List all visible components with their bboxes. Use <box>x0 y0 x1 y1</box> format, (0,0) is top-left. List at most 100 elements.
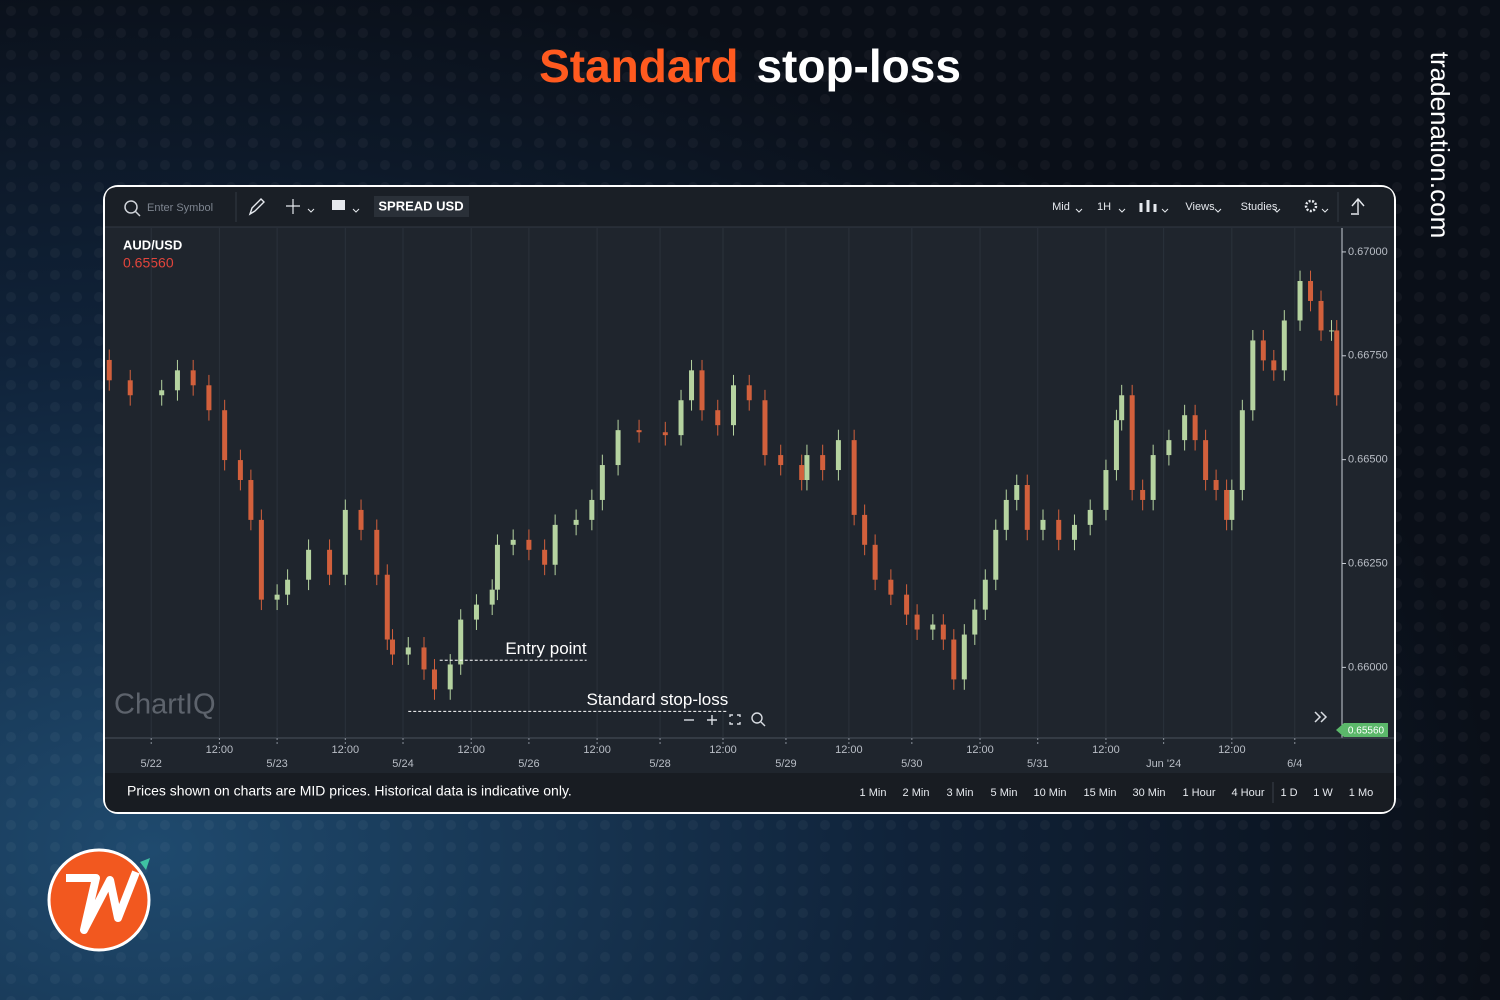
candle-body <box>1213 480 1219 490</box>
candle-body <box>358 509 364 530</box>
annotation-label: Standard stop-loss <box>586 690 728 709</box>
logo-accent <box>140 858 150 870</box>
candle-body <box>237 460 243 481</box>
title-highlight: Standard <box>539 40 738 92</box>
candle-body <box>589 499 595 520</box>
candle-body <box>1071 524 1077 540</box>
candle-body <box>222 410 228 461</box>
candle-body <box>1192 415 1198 441</box>
y-tick-label: 0.66750 <box>1348 350 1388 362</box>
period-button[interactable]: 1 W <box>1313 787 1333 799</box>
fullscreen[interactable] <box>729 714 741 725</box>
candle-body <box>835 440 841 471</box>
period-button[interactable]: 1 Min <box>860 787 887 799</box>
x-tick-label: 12:00 <box>835 744 863 756</box>
candle-body <box>888 579 894 595</box>
comment-icon[interactable] <box>332 200 345 210</box>
candle-body <box>327 549 333 575</box>
x-tick-label: 12:00 <box>966 744 994 756</box>
chevron <box>1161 208 1169 213</box>
chevron <box>1118 208 1126 213</box>
period-button[interactable]: 1 Hour <box>1182 787 1215 799</box>
menu-item[interactable]: Studies <box>1241 201 1278 213</box>
period-button[interactable]: 1 D <box>1280 787 1297 799</box>
candle-body <box>1297 281 1303 321</box>
chart-panel <box>103 185 1396 814</box>
candle-body <box>972 609 978 635</box>
candle-body <box>1224 489 1230 520</box>
candle-body <box>1329 330 1335 332</box>
candle-body <box>384 574 390 640</box>
annotation-label: Entry point <box>505 639 587 658</box>
candle-body <box>431 669 437 690</box>
draw-icon[interactable] <box>248 198 265 216</box>
candle-body <box>982 579 988 610</box>
candle-body <box>1103 470 1109 510</box>
candle-body <box>799 465 805 481</box>
candle-body <box>778 455 784 466</box>
candle-body <box>1150 455 1156 500</box>
candle-body <box>599 465 605 500</box>
candle-body <box>636 430 642 433</box>
search-icon <box>134 210 141 217</box>
candle-body <box>940 624 946 640</box>
candle-body <box>1014 484 1020 500</box>
period-button[interactable]: 4 Hour <box>1231 787 1264 799</box>
zoom-controls <box>684 712 766 727</box>
candle-body <box>1040 519 1046 530</box>
candle-body <box>206 385 212 411</box>
chevron <box>307 208 315 213</box>
search-input[interactable]: Enter Symbol <box>147 202 213 214</box>
period-button[interactable]: 1 Mo <box>1349 787 1373 799</box>
settings-icon[interactable] <box>1304 199 1318 213</box>
candle-body <box>552 524 558 565</box>
scroll-to-end[interactable] <box>1314 711 1328 723</box>
menu-item[interactable]: Mid <box>1052 201 1070 213</box>
x-tick-label: 5/22 <box>141 758 162 770</box>
share-icon[interactable] <box>1351 197 1365 215</box>
candle-body <box>106 359 112 381</box>
candle-body <box>526 539 532 550</box>
candle-body <box>1003 499 1009 530</box>
zoom-in[interactable] <box>707 715 717 725</box>
candle-body <box>1229 489 1235 520</box>
candle-body <box>1250 340 1256 411</box>
zoom-reset[interactable] <box>751 712 763 724</box>
crosshair-icon[interactable] <box>286 199 300 214</box>
candle-body <box>494 544 500 590</box>
search-icon[interactable] <box>124 200 138 214</box>
candle-body <box>615 430 621 466</box>
candle-body <box>961 634 967 680</box>
period-button[interactable]: 10 Min <box>1033 787 1066 799</box>
period-button[interactable]: 30 Min <box>1132 787 1165 799</box>
candle-body <box>458 619 464 665</box>
last-price: 0.65560 <box>123 255 174 271</box>
candle-body <box>258 519 264 600</box>
spread-label: SPREAD USD <box>378 198 463 213</box>
candle-body <box>405 647 411 655</box>
period-button[interactable]: 5 Min <box>991 787 1018 799</box>
candle-body <box>174 370 180 391</box>
menu-item[interactable]: 1H <box>1097 201 1111 213</box>
x-tick-label: 12:00 <box>583 744 611 756</box>
title-rest: stop-loss <box>756 40 960 92</box>
candle-body <box>1056 519 1062 540</box>
candle-body <box>542 549 548 565</box>
symbol: AUD/USD <box>123 237 182 252</box>
menu-item[interactable]: Views <box>1185 201 1215 213</box>
candle-body <box>127 380 133 396</box>
period-button[interactable]: 2 Min <box>903 787 930 799</box>
candle-body <box>1281 320 1287 371</box>
chevron <box>1214 208 1222 213</box>
candle-body <box>285 579 291 595</box>
x-tick-label: 5/24 <box>392 758 413 770</box>
period-button[interactable]: 3 Min <box>947 787 974 799</box>
candle-body <box>390 639 396 655</box>
footer-note: Prices shown on charts are MID prices. H… <box>127 783 572 799</box>
x-tick-label: 12:00 <box>1218 744 1246 756</box>
period-button[interactable]: 15 Min <box>1083 787 1116 799</box>
x-tick-label: 12:00 <box>332 744 360 756</box>
candle-body <box>374 529 380 575</box>
chart-type-icon[interactable] <box>1139 200 1157 212</box>
